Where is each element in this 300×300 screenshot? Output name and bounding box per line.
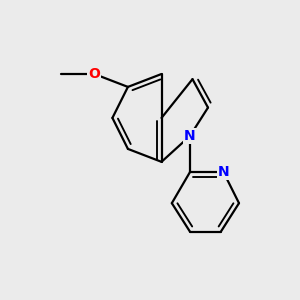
Text: N: N xyxy=(184,129,196,143)
Text: N: N xyxy=(218,165,229,179)
Text: O: O xyxy=(88,67,100,81)
